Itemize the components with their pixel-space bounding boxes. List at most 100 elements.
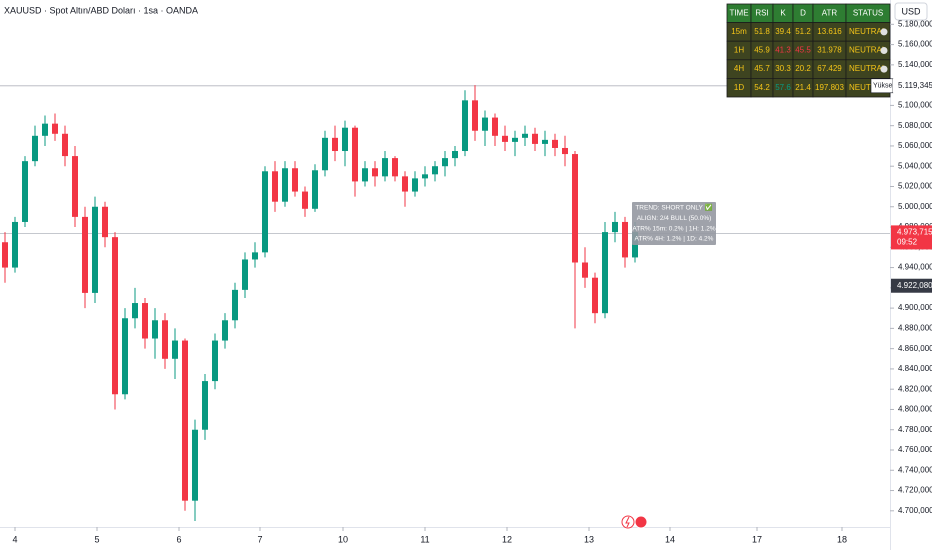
status-dot: [880, 65, 888, 73]
table-header-text: K: [780, 8, 786, 17]
candle-body: [122, 318, 128, 395]
candle-body: [572, 154, 578, 263]
event-icon[interactable]: [621, 515, 635, 529]
y-tick-label: 4.740,000: [898, 465, 932, 474]
table-header-text: ATR: [822, 8, 838, 17]
table-cell-text: 41.3: [775, 46, 791, 55]
candle-body: [112, 237, 118, 395]
candle-body: [552, 139, 558, 148]
table-cell-text: 197.803: [815, 83, 844, 92]
currency-button[interactable]: [894, 2, 928, 21]
table-cell-text: 51.8: [754, 27, 770, 36]
annotation-line: ATR% 4H: 1.2% | 1D: 4.2%: [635, 236, 714, 243]
candle-body: [452, 151, 458, 159]
last-price-label: 4.973,715: [897, 228, 932, 237]
y-tick-label: 5.060,000: [898, 141, 932, 150]
candle-body: [232, 289, 238, 321]
table-cell-text: 13.616: [817, 27, 842, 36]
candle-body: [82, 216, 88, 293]
y-tick-label: 4.820,000: [898, 384, 932, 393]
candle-body: [382, 158, 388, 177]
high-price-bg: [893, 78, 932, 93]
candle-body: [592, 277, 598, 314]
table-cell-text: 15m: [731, 27, 747, 36]
y-tick-label: 4.860,000: [898, 344, 932, 353]
annotation-line: ATR% 15m: 0.2% | 1H: 1.2%: [632, 225, 715, 232]
x-tick-label: 4: [12, 534, 17, 544]
plot-area: [0, 85, 890, 521]
high-tag: Yüksek: [873, 83, 896, 90]
candle-body: [522, 133, 528, 138]
annotation-line: ALIGN: 2/4 BULL (50.0%): [637, 215, 712, 222]
table-cell-text: NEUTRAL: [849, 83, 887, 92]
candle-body: [412, 178, 418, 192]
candle-body: [52, 123, 58, 134]
candle-body: [212, 340, 218, 382]
y-tick-label: 4.800,000: [898, 405, 932, 414]
candle-body: [332, 137, 338, 152]
y-tick-label: 4.760,000: [898, 445, 932, 454]
y-tick-label: 4.700,000: [898, 506, 932, 515]
candle-body: [42, 123, 48, 136]
candle-body: [222, 320, 228, 341]
table-cell-text: 39.4: [775, 27, 791, 36]
x-tick-label: 5: [94, 534, 99, 544]
candle-body: [72, 156, 78, 217]
candle-body: [142, 303, 148, 339]
annotation-line: TREND: SHORT ONLY ✅: [635, 204, 712, 212]
candle-body: [472, 100, 478, 131]
candle-body: [302, 191, 308, 209]
currency-label[interactable]: USD: [901, 6, 921, 16]
y-tick-label: 4.840,000: [898, 364, 932, 373]
y-tick-label: 5.140,000: [898, 60, 932, 69]
candle-body: [372, 168, 378, 177]
status-dot: [880, 28, 888, 36]
candle-body: [32, 135, 38, 162]
candle-body: [12, 221, 18, 268]
y-tick-label: 5.100,000: [898, 101, 932, 110]
y-tick-label: 5.180,000: [898, 19, 932, 28]
candle-body: [102, 206, 108, 238]
table-cell-text: NEUTRAL: [849, 64, 887, 73]
candle-body: [352, 127, 358, 182]
candle-body: [192, 429, 198, 501]
candle-body: [562, 147, 568, 155]
candle-body: [342, 127, 348, 152]
candle-body: [512, 137, 518, 142]
table-cell-text: 54.2: [754, 83, 770, 92]
candle-body: [542, 139, 548, 144]
candle-body: [242, 259, 248, 290]
candle-body: [252, 252, 258, 260]
table-cell-text: 30.3: [775, 64, 791, 73]
marker-price-bg: [891, 278, 932, 293]
overlay: TREND: SHORT ONLY ✅ ALIGN: 2/4 BULL (50.0…: [632, 3, 891, 245]
x-tick-label: 17: [752, 534, 762, 544]
high-price-label: 5.119,345: [898, 81, 932, 90]
table-cell-text: 67.429: [817, 64, 842, 73]
table-cell-text: 20.2: [795, 64, 811, 73]
table-header-text: D: [800, 8, 806, 17]
y-tick-label: 4.720,000: [898, 486, 932, 495]
candle-body: [392, 158, 398, 177]
candle-body: [312, 170, 318, 209]
x-tick-label: 6: [176, 534, 181, 544]
y-tick-label: 5.160,000: [898, 40, 932, 49]
x-tick-label: 12: [502, 534, 512, 544]
candle-body: [442, 158, 448, 167]
candle-body: [322, 137, 328, 171]
candle-body: [602, 232, 608, 314]
table-header-text: RSI: [755, 8, 768, 17]
annotation-box: [632, 202, 716, 245]
candle-body: [482, 117, 488, 131]
candle-body: [272, 171, 278, 202]
candle-body: [182, 340, 188, 501]
marker-price-label: 4.922,080: [897, 281, 932, 290]
status-dot: [880, 47, 888, 54]
y-tick-label: 5.080,000: [898, 121, 932, 130]
event-icon-flag[interactable]: [634, 515, 648, 529]
candle-body: [362, 168, 368, 182]
candle-body: [292, 168, 298, 192]
table-cell-text: NEUTRAL: [849, 27, 887, 36]
y-tick-label: 4.880,000: [898, 323, 932, 332]
